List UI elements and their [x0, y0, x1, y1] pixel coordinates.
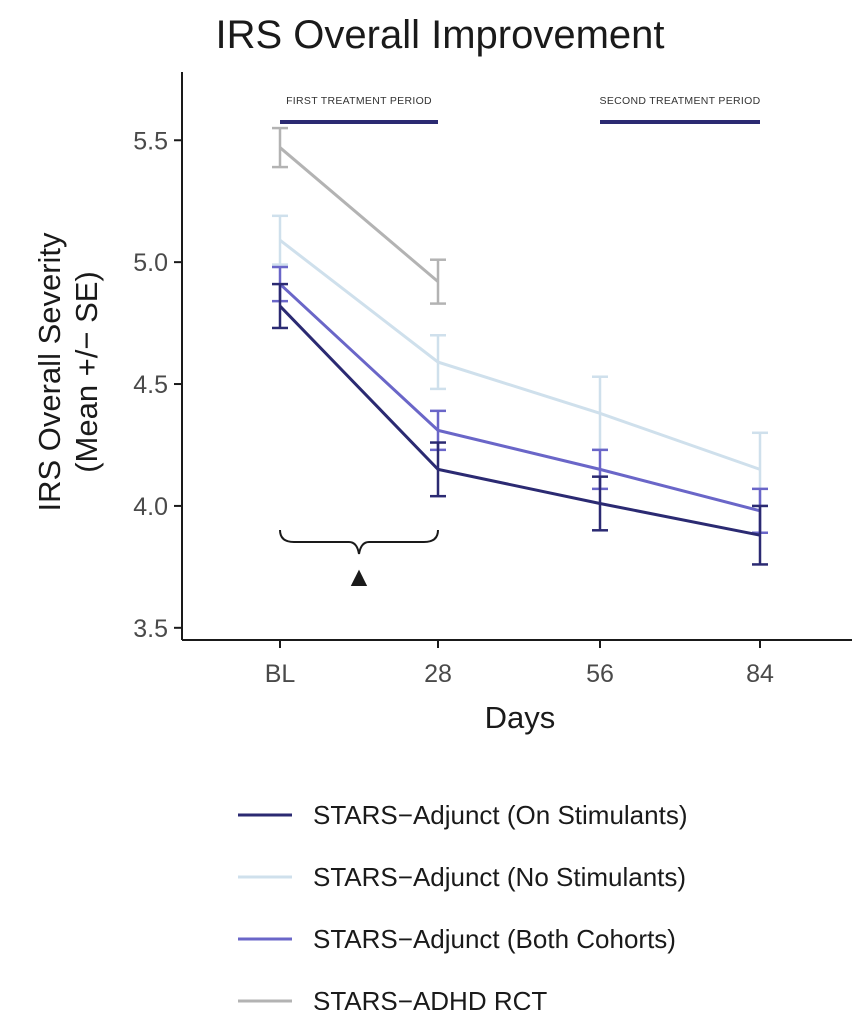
series-line — [278, 282, 761, 513]
series-line — [279, 239, 761, 471]
series-line — [279, 146, 439, 283]
x-tick-label: 56 — [586, 660, 614, 688]
legend-label: STARS−ADHD RCT — [313, 986, 547, 1010]
x-tick-label: BL — [265, 660, 296, 688]
y-axis-title-line-1: IRS Overall Severity — [32, 232, 67, 512]
y-tick-label: 4.0 — [133, 493, 168, 521]
y-axis-title-line-2: (Mean +/− SE) — [69, 271, 104, 473]
legend-label: STARS−Adjunct (No Stimulants) — [313, 862, 686, 892]
series-line — [278, 304, 761, 537]
y-tick-label: 5.0 — [133, 249, 168, 277]
x-axis-title: Days — [485, 700, 556, 735]
triangle-marker: ▲ — [345, 561, 373, 592]
chart-title: IRS Overall Improvement — [215, 13, 664, 57]
plot-area: 3.5 4.0 4.5 5.0 5.5 BL 28 56 84 FIRST TREATMENT P… — [133, 72, 852, 688]
y-tick-label: 4.5 — [133, 371, 168, 399]
treatment-period-label: FIRST TREATMENT PERIOD — [286, 95, 432, 107]
x-tick-label: 84 — [746, 660, 774, 688]
x-tick-label: 28 — [424, 660, 452, 688]
y-tick-label: 5.5 — [133, 127, 168, 155]
legend-label: STARS−Adjunct (Both Cohorts) — [313, 924, 676, 954]
y-tick-label: 3.5 — [133, 615, 168, 643]
treatment-period-label: SECOND TREATMENT PERIOD — [600, 95, 761, 107]
legend: STARS−Adjunct (On Stimulants) STARS−Adjun… — [238, 800, 688, 1015]
legend-label: STARS−Adjunct (On Stimulants) — [313, 800, 688, 830]
brace — [279, 529, 439, 555]
